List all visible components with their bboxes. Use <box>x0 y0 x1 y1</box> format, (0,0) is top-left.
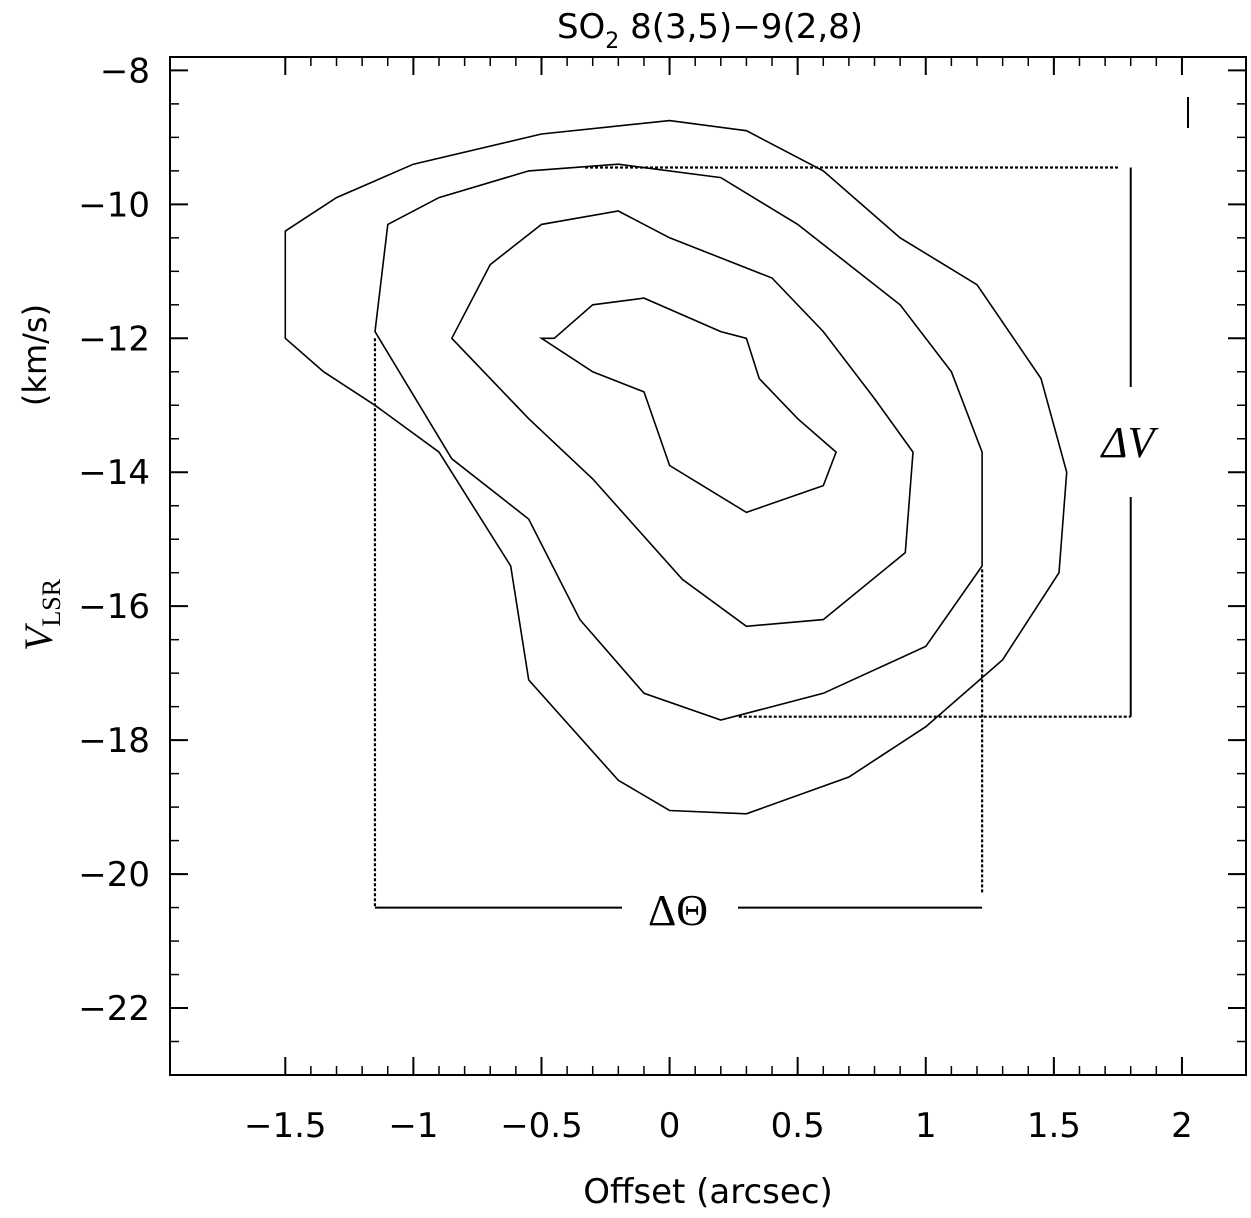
title-sub: 2 <box>605 29 619 54</box>
plot-frame <box>169 56 1247 1076</box>
contour-level-1 <box>284 119 1068 815</box>
x-tick-label: 1 <box>915 1106 937 1146</box>
y-tick-label: −18 <box>78 721 150 761</box>
x-tick-label: 0 <box>659 1106 681 1146</box>
contour-level-2 <box>374 163 983 721</box>
contour-set <box>284 119 1068 815</box>
x-tick-label: 0.5 <box>771 1106 825 1146</box>
y-tick-label: −22 <box>78 989 150 1029</box>
y-tick-label: −12 <box>78 319 150 359</box>
delta-markers: ΔV ΔΘ <box>373 166 1160 935</box>
x-axis-ticks: −1.5 −1 −0.5 0 0.5 1 1.5 2 <box>244 57 1193 1146</box>
dtheta-label: ΔΘ <box>648 886 708 935</box>
y-tick-label: −8 <box>100 51 150 91</box>
x-tick-label: −1.5 <box>244 1106 327 1146</box>
dv-label: ΔV <box>1100 418 1160 467</box>
x-tick-label: 1.5 <box>1027 1106 1081 1146</box>
y-label-v: V <box>16 622 61 651</box>
x-axis-label: Offset (arcsec) <box>583 1172 833 1212</box>
y-axis-label: VLSR <box>16 578 66 651</box>
x-tick-label: −1 <box>388 1106 438 1146</box>
y-tick-label: −10 <box>78 185 150 225</box>
title-rest: 8(3,5)−9(2,8) <box>619 7 863 47</box>
y-tick-label: −14 <box>78 453 150 493</box>
x-tick-label: −0.5 <box>500 1106 583 1146</box>
contour-level-3 <box>450 210 914 628</box>
x-tick-label: 2 <box>1171 1106 1193 1146</box>
y-label-sub: LSR <box>37 578 66 626</box>
y-axis-units: (km/s) <box>16 304 54 406</box>
chart-title: SO2 8(3,5)−9(2,8) <box>557 7 863 54</box>
title-main: SO <box>557 7 605 47</box>
svg-text:VLSR: VLSR <box>16 578 66 651</box>
svg-text:(km/s): (km/s) <box>16 304 54 406</box>
y-tick-label: −20 <box>78 855 150 895</box>
y-tick-label: −16 <box>78 587 150 627</box>
y-axis-ticks: −8 −10 −12 −14 −16 −18 −20 −22 <box>78 51 1246 1043</box>
contour-level-4 <box>538 297 838 514</box>
